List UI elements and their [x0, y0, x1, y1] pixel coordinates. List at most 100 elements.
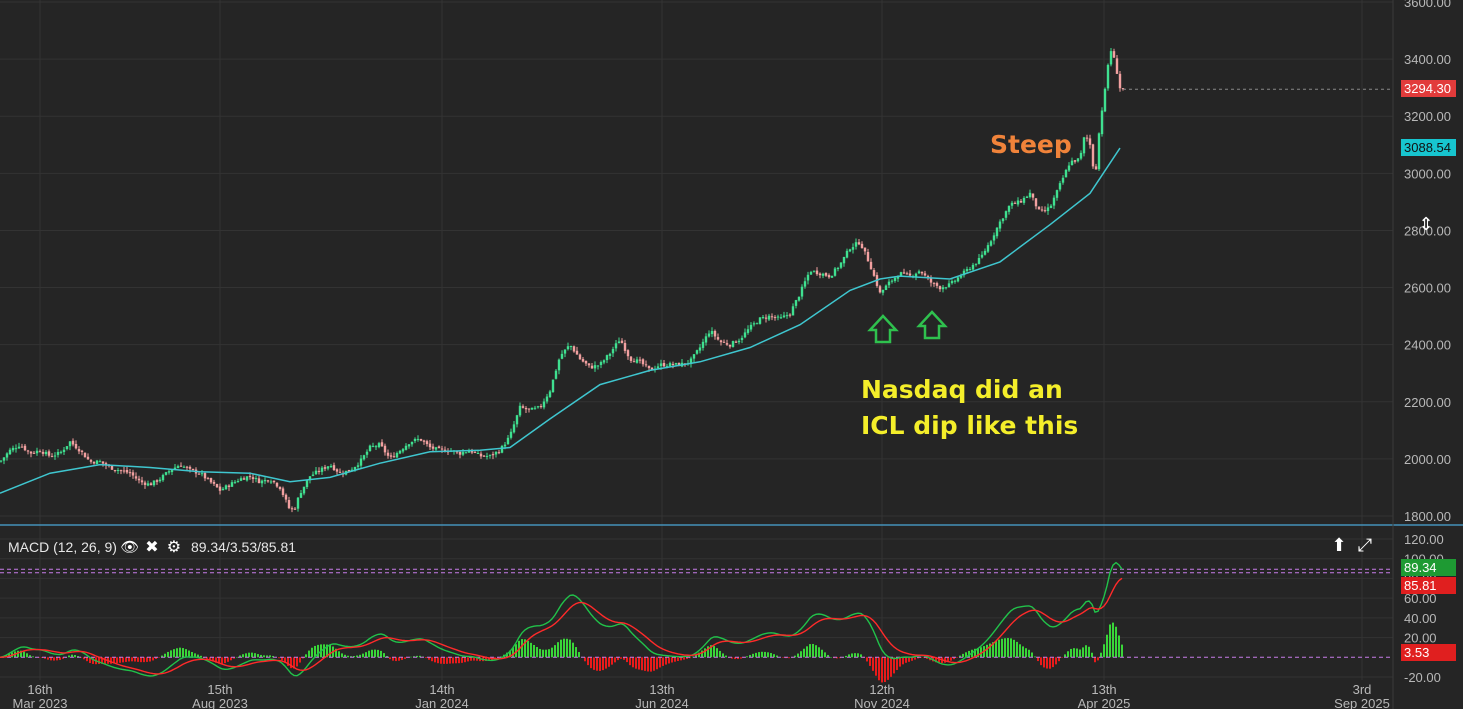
histogram-bar	[89, 657, 91, 664]
histogram-bar	[1112, 622, 1114, 658]
candle	[173, 467, 177, 470]
candle	[965, 269, 969, 272]
candle	[941, 287, 945, 290]
histogram-bar	[725, 655, 727, 658]
histogram-bar	[362, 653, 364, 658]
candle	[614, 343, 618, 349]
candle	[167, 471, 171, 473]
move-up-icon[interactable]: ⬆	[1331, 534, 1347, 555]
histogram-bar	[641, 657, 643, 671]
histogram-bar	[680, 657, 682, 661]
macd-y-tick-label: 20.00	[1404, 631, 1437, 646]
y-tick-label: 2800.00	[1404, 223, 1451, 238]
auto-scale-icon[interactable]: ⇕	[1418, 214, 1434, 234]
histogram-bar	[557, 642, 559, 658]
gear-icon[interactable]: ⚙	[166, 539, 182, 556]
histogram-bar	[449, 657, 451, 664]
candle	[503, 444, 507, 447]
x-tick-month: Aug 2023	[192, 696, 248, 709]
histogram-bar	[326, 644, 328, 658]
candle	[248, 476, 252, 478]
histogram-bar	[164, 653, 166, 658]
histogram-bar	[269, 655, 271, 658]
candle	[770, 316, 774, 318]
histogram-bar	[131, 657, 133, 662]
candle	[266, 480, 270, 482]
candle	[854, 242, 858, 247]
candle	[998, 221, 1002, 229]
histogram-bar	[350, 656, 352, 658]
histogram-bar	[377, 649, 379, 658]
histogram-bar	[437, 657, 439, 664]
maximize-icon[interactable]: ⤢	[1357, 534, 1373, 555]
macd-legend: MACD (12, 26, 9) 👁 ✖ ⚙ 89.34/3.53/85.81	[8, 538, 296, 556]
candle	[590, 365, 594, 369]
candle	[1067, 165, 1071, 171]
candle	[1019, 200, 1023, 203]
histogram-bar	[206, 657, 208, 659]
candle	[995, 227, 999, 237]
candle	[200, 473, 204, 475]
candle	[644, 364, 648, 366]
eye-icon[interactable]: 👁	[120, 539, 140, 556]
histogram-bar	[551, 647, 553, 658]
histogram-bar	[146, 657, 148, 662]
candle	[872, 270, 876, 276]
candle	[878, 286, 882, 293]
candle	[668, 363, 672, 367]
histogram-bar	[977, 648, 979, 658]
candle	[95, 460, 99, 465]
candle	[587, 363, 591, 366]
candle	[626, 350, 630, 357]
histogram-bar	[254, 653, 256, 658]
candle	[1082, 137, 1086, 154]
candle	[227, 485, 231, 487]
arrow-up-icon	[867, 314, 899, 344]
histogram-bar	[761, 651, 763, 658]
candle	[695, 350, 699, 354]
histogram-bar	[596, 657, 598, 671]
y-tick-label: 2600.00	[1404, 281, 1451, 296]
candle	[521, 406, 525, 408]
candle	[566, 346, 570, 350]
histogram-bar	[527, 640, 529, 658]
histogram-bar	[197, 654, 199, 658]
histogram-bar	[1007, 638, 1009, 658]
histogram-bar	[1100, 652, 1102, 658]
candle	[524, 408, 528, 410]
histogram-bar	[521, 639, 523, 658]
candle	[971, 264, 975, 270]
candle	[38, 451, 42, 453]
candle	[749, 324, 753, 330]
candle	[932, 282, 936, 284]
candle	[323, 467, 327, 469]
macd-y-tick-label: 60.00	[1404, 591, 1437, 606]
candle	[59, 451, 63, 453]
candle	[956, 277, 960, 282]
candle	[476, 453, 480, 455]
histogram-bar	[1085, 645, 1087, 658]
histogram-bar	[602, 657, 604, 671]
candle	[512, 424, 516, 433]
candle	[803, 281, 807, 287]
close-icon[interactable]: ✖	[145, 539, 159, 556]
candle	[989, 241, 993, 246]
histogram-bar	[1037, 657, 1039, 662]
histogram-bar	[305, 654, 307, 658]
candle	[1085, 137, 1089, 139]
histogram-bar	[470, 657, 472, 661]
candle	[1016, 200, 1020, 205]
candle	[827, 275, 831, 278]
candle	[182, 466, 186, 468]
histogram-bar	[221, 657, 223, 664]
histogram-bar	[818, 647, 820, 658]
candle	[575, 350, 579, 355]
histogram-bar	[1109, 624, 1111, 658]
candle	[599, 362, 603, 365]
histogram-bar	[965, 652, 967, 658]
histogram-bar	[776, 655, 778, 658]
candle	[713, 330, 717, 337]
candle	[89, 460, 93, 462]
